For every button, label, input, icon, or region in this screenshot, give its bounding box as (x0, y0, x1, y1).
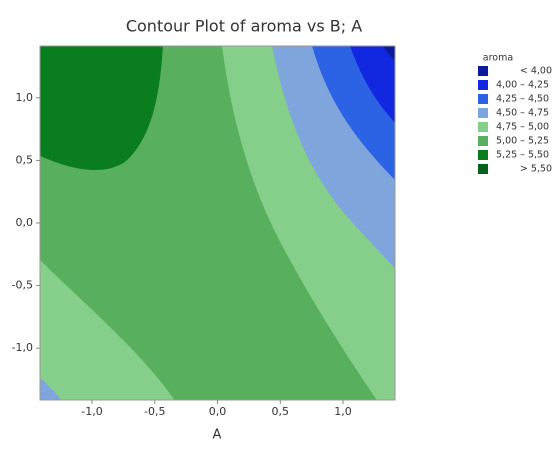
legend-swatch (478, 136, 488, 146)
legend-label: 4,25 – 4,50 (496, 94, 549, 105)
x-axis-label: A (213, 428, 222, 443)
x-tick-label: 1,0 (334, 405, 352, 418)
plot-area (40, 46, 395, 400)
y-tick-label: 0,0 (16, 216, 34, 229)
contour-region (40, 377, 62, 400)
legend-label: 4,00 – 4,25 (496, 80, 549, 91)
x-tick-label: -1,0 (81, 405, 102, 418)
y-tick-label: 0,5 (16, 153, 34, 166)
legend-label: < 4,00 (520, 66, 552, 77)
y-tick-label: -0,5 (12, 279, 33, 292)
x-tick-label: 0,5 (272, 405, 290, 418)
legend-swatch (478, 150, 488, 160)
legend-label: 4,75 – 5,00 (496, 122, 549, 133)
legend-label: 5,25 – 5,50 (496, 150, 549, 161)
x-tick-label: -0,5 (144, 405, 165, 418)
legend-swatch (478, 66, 488, 76)
legend-swatch (478, 80, 488, 90)
x-tick-label: 0,0 (209, 405, 227, 418)
contour-region (40, 46, 163, 171)
contour-region (383, 46, 395, 61)
contour-region (40, 259, 175, 400)
contour-region (350, 46, 395, 123)
legend-swatch (478, 94, 488, 104)
chart-title: Contour Plot of aroma vs B; A (126, 17, 362, 36)
legend-label: 5,00 – 5,25 (496, 136, 549, 147)
legend-swatch (478, 164, 488, 174)
legend-label: 4,50 – 4,75 (496, 108, 549, 119)
y-tick-label: -1,0 (12, 341, 33, 354)
legend-swatch (478, 108, 488, 118)
legend-swatch (478, 122, 488, 132)
y-tick-label: 1,0 (16, 91, 34, 104)
legend-title: aroma (483, 53, 513, 64)
legend-label: > 5,50 (520, 164, 552, 175)
